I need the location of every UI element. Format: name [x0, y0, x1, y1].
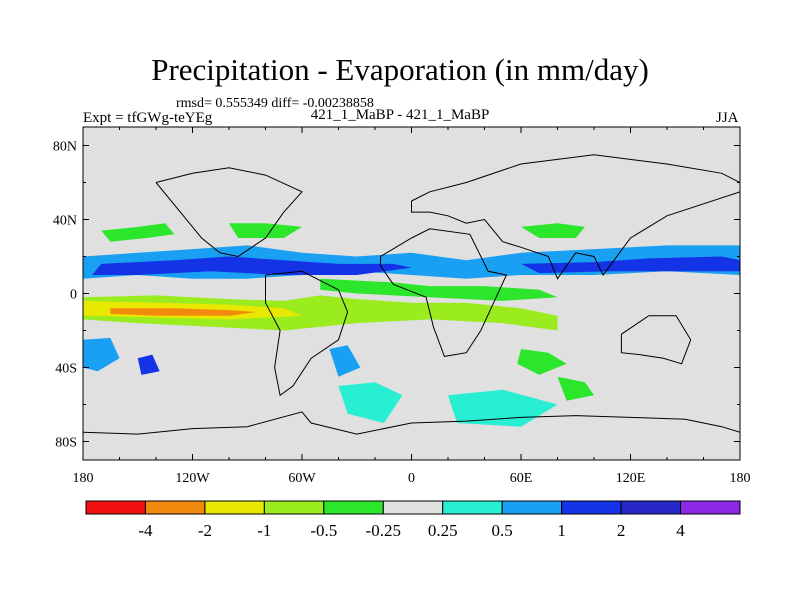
- y-tick-label: 80S: [55, 436, 77, 451]
- colorbar: -4 -2 -1 -0.5 -0.25 0.25 0.5 1 2 4: [85, 500, 741, 540]
- chart-title: Precipitation - Evaporation (in mm/day): [151, 52, 649, 87]
- y-axis: 80N 40N 0 40S 80S: [53, 140, 740, 451]
- y-tick-label: 80N: [53, 140, 77, 155]
- x-tick-label: 0: [408, 471, 415, 486]
- season-label: JJA: [716, 110, 739, 126]
- colorbar-swatch: [561, 500, 622, 515]
- colorbar-swatch: [620, 500, 682, 515]
- northern-green-patch-west: [101, 223, 175, 242]
- southwest-mixed-patch: [83, 337, 120, 372]
- colorbar-label: -2: [198, 521, 212, 540]
- northern-green-patch-central: [229, 223, 302, 238]
- colorbar-swatch: [323, 500, 384, 515]
- colorbar-swatch: [501, 500, 563, 515]
- antarctica-outline: [83, 411, 740, 435]
- northern-dark-blue-east: [521, 256, 740, 274]
- x-tick-label: 120E: [616, 471, 646, 486]
- southern-green-patch-2: [557, 376, 594, 401]
- colorbar-swatch: [382, 500, 444, 515]
- colorbar-label: 0.25: [428, 521, 458, 540]
- southwest-dark-patch: [137, 354, 160, 375]
- colorbar-label: -1: [257, 521, 271, 540]
- colorbar-label: -0.25: [366, 521, 401, 540]
- australia-outline: [620, 315, 692, 365]
- southern-cyan-patch-3: [329, 345, 361, 377]
- tropical-orange-core: [110, 308, 257, 316]
- northern-green-patch-east: [521, 223, 585, 238]
- y-tick-label: 40S: [55, 362, 77, 377]
- stats-line: rmsd= 0.555349 diff= -0.00238858: [176, 96, 374, 111]
- colorbar-label: -0.5: [310, 521, 337, 540]
- colorbar-label: 0.5: [492, 521, 513, 540]
- colorbar-label: 2: [617, 521, 626, 540]
- africa-outline: [380, 228, 508, 357]
- colorbar-swatch: [144, 500, 206, 515]
- coastline-layer: [83, 154, 740, 435]
- x-tick-label: 180: [73, 471, 94, 486]
- colorbar-swatch: [263, 500, 325, 515]
- eurasia-outline: [411, 154, 740, 280]
- southern-green-patch-1: [517, 349, 567, 375]
- x-tick-label: 180: [730, 471, 751, 486]
- chart-subtitle: 421_1_MaBP - 421_1_MaBP: [310, 107, 490, 123]
- y-tick-label: 40N: [53, 214, 77, 229]
- colorbar-swatch: [442, 500, 503, 515]
- experiment-label: Expt = tfGWg-teYEg: [83, 110, 213, 126]
- colorbar-label: 1: [557, 521, 566, 540]
- x-tick-label: 120W: [175, 471, 210, 486]
- south-america-outline: [265, 270, 349, 397]
- x-axis: 180 120W 60W 0 60E 120E 180: [73, 127, 751, 486]
- atlantic-green-band: [320, 278, 558, 301]
- north-america-outline: [155, 167, 303, 258]
- colorbar-swatch: [680, 500, 741, 515]
- colorbar-label: 4: [676, 521, 685, 540]
- northern-dark-blue-band: [92, 256, 412, 275]
- x-tick-label: 60E: [510, 471, 533, 486]
- colorbar-swatch: [204, 500, 265, 515]
- y-tick-label: 0: [70, 288, 77, 303]
- colorbar-label: -4: [138, 521, 153, 540]
- colorbar-swatch: [85, 500, 146, 515]
- southern-cyan-patch-1: [338, 382, 403, 423]
- x-tick-label: 60W: [288, 471, 316, 486]
